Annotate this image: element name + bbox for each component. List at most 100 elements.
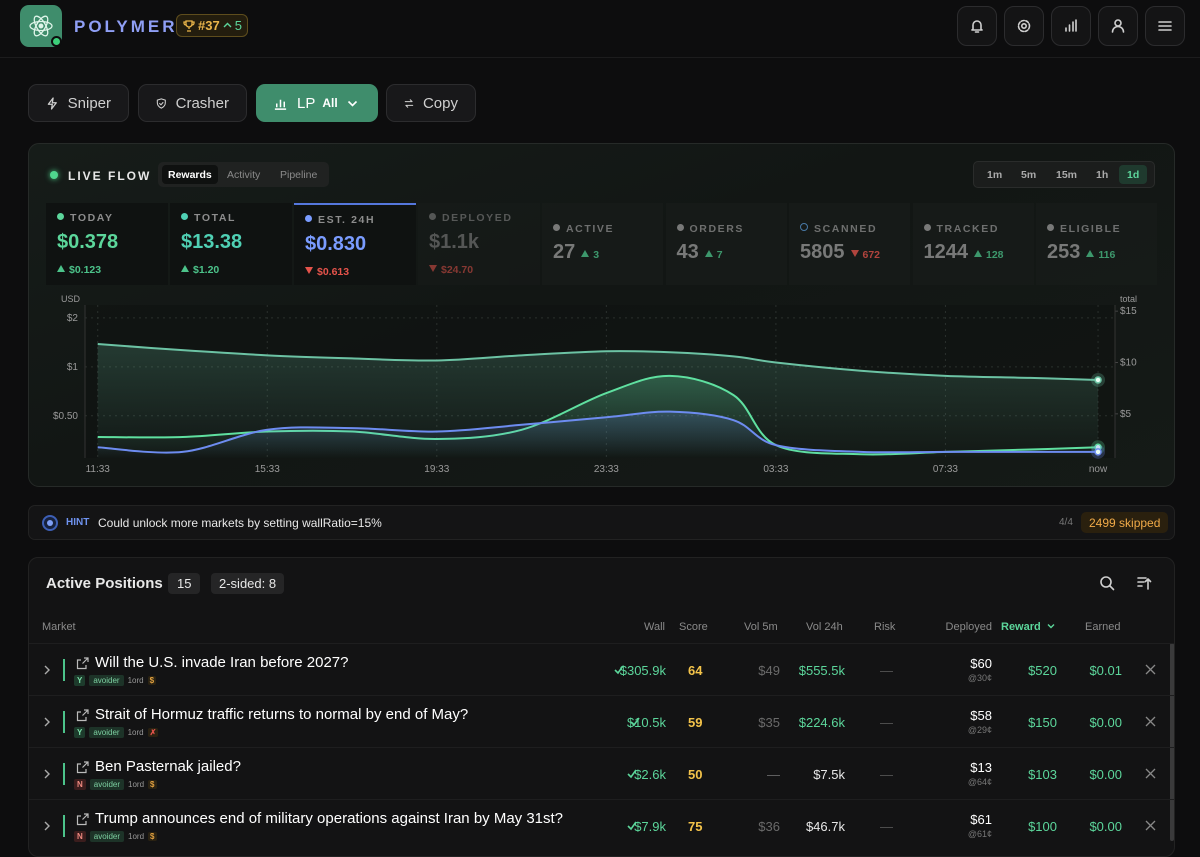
column-header[interactable]: Earned [1085, 621, 1121, 633]
y2-axis-label: total [1120, 294, 1137, 304]
stat-label-text: DEPLOYED [442, 212, 513, 224]
stat-label-text: ACTIVE [566, 223, 615, 235]
close-icon[interactable] [1145, 664, 1156, 675]
live-dot [50, 171, 58, 179]
stat-label: TRACKED [923, 223, 1000, 235]
side-badge: N [74, 779, 86, 790]
lp-filter[interactable]: All [322, 96, 338, 110]
stat-dot [305, 215, 312, 222]
end-point [1094, 448, 1102, 456]
check-icon [627, 769, 637, 779]
column-header[interactable]: Deployed [945, 621, 992, 633]
stat-dot [800, 223, 808, 231]
column-header[interactable]: Vol 24h [806, 621, 843, 633]
stat-cell: TOTAL $13.38 $1.20 [170, 203, 292, 285]
score-value: 75 [688, 819, 703, 834]
reward-value: $520 [1028, 663, 1057, 678]
column-header[interactable]: Market [42, 621, 76, 633]
column-header[interactable]: Reward [1001, 621, 1055, 633]
market-title[interactable]: Will the U.S. invade Iran before 2027? [95, 654, 349, 671]
stat-delta: $0.123 [57, 264, 101, 276]
range-group: 1m 5m 15m 1h 1d [973, 161, 1155, 188]
tab[interactable]: Pipeline [280, 169, 318, 181]
market-title[interactable]: Ben Pasternak jailed? [95, 758, 241, 775]
menu-button[interactable] [1145, 6, 1185, 46]
deployed-price: @61¢ [967, 829, 992, 839]
score-value: 64 [688, 663, 703, 678]
range[interactable]: 15m [1056, 169, 1078, 181]
status-dot [51, 36, 62, 47]
close-icon[interactable] [1145, 820, 1156, 831]
tab[interactable]: Activity [227, 169, 261, 181]
range[interactable]: 1m [987, 169, 1003, 181]
menu-icon [1158, 21, 1172, 31]
stat-label: ELIGIBLE [1047, 223, 1121, 235]
range[interactable]: 1h [1096, 169, 1109, 181]
user-icon [1111, 19, 1125, 33]
vol-5m: $35 [758, 715, 780, 730]
mode-button[interactable]: Sniper [28, 84, 129, 122]
mode-label: Sniper [67, 94, 111, 112]
sort-icon[interactable] [1136, 575, 1152, 591]
score-value: 50 [688, 767, 703, 782]
earned-value: $0.00 [1089, 819, 1122, 834]
stat-value-row: 253 116 [1047, 241, 1115, 264]
stat-cell: ACTIVE 27 3 [542, 203, 663, 285]
market-title[interactable]: Strait of Hormuz traffic returns to norm… [95, 706, 469, 723]
stat-value: 1244 [923, 241, 969, 263]
y-tick-label: $0.50 [53, 411, 78, 422]
stat-delta: 128 [974, 249, 1004, 261]
close-icon[interactable] [1145, 768, 1156, 779]
deployed-price: @64¢ [967, 777, 992, 787]
mode-button[interactable]: Crasher [138, 84, 247, 122]
close-icon[interactable] [1145, 716, 1156, 727]
bolt-icon [47, 96, 57, 110]
swap-icon [404, 98, 414, 108]
profile-button[interactable] [1098, 6, 1138, 46]
stat-value: $0.830 [305, 233, 367, 255]
mode-button[interactable]: Copy [386, 84, 476, 122]
y-tick-label: $2 [67, 313, 79, 324]
stat-label: ACTIVE [553, 223, 614, 235]
end-point [1094, 376, 1102, 384]
stat-label-text: ORDERS [689, 223, 745, 235]
settings-button[interactable] [1004, 6, 1044, 46]
risk-value: — [880, 663, 893, 678]
stats-button[interactable] [1051, 6, 1091, 46]
strategy-tag: avoider [89, 727, 124, 738]
stat-value-row: 1244 128 [924, 241, 1004, 264]
wall-value: $10.5k [626, 715, 666, 730]
column-header[interactable]: Wall [644, 621, 665, 633]
stat-label: TODAY [57, 212, 114, 224]
mode-button-active[interactable]: LP All [256, 84, 378, 122]
y-axis-label: USD [61, 294, 81, 304]
position-row[interactable]: Strait of Hormuz traffic returns to norm… [29, 695, 1174, 747]
stat-dot [181, 213, 188, 220]
strategy-tag: avoider [89, 831, 125, 842]
flag-badge: $ [148, 780, 157, 789]
stat-delta: 116 [1086, 249, 1115, 261]
notifications-button[interactable] [957, 6, 997, 46]
tab-active[interactable]: Rewards [162, 165, 218, 184]
column-header[interactable]: Risk [874, 621, 896, 633]
status-bar [63, 763, 65, 785]
logo[interactable] [20, 5, 62, 47]
stat-delta-text: 7 [716, 249, 723, 261]
stat-delta-text: 116 [1098, 249, 1116, 261]
market-title[interactable]: Trump announces end of military operatio… [95, 810, 564, 827]
range[interactable]: 5m [1021, 169, 1037, 181]
skipped-badge[interactable]: 2499 skipped [1081, 512, 1169, 533]
status-bar [63, 815, 65, 837]
search-icon[interactable] [1099, 575, 1115, 591]
column-header[interactable]: Vol 5m [744, 621, 778, 633]
position-row[interactable]: Trump announces end of military operatio… [29, 799, 1174, 851]
deployed-price: @29¢ [967, 725, 992, 735]
range-active[interactable]: 1d [1119, 165, 1148, 184]
bell-icon [971, 20, 983, 33]
column-header[interactable]: Score [679, 621, 708, 633]
